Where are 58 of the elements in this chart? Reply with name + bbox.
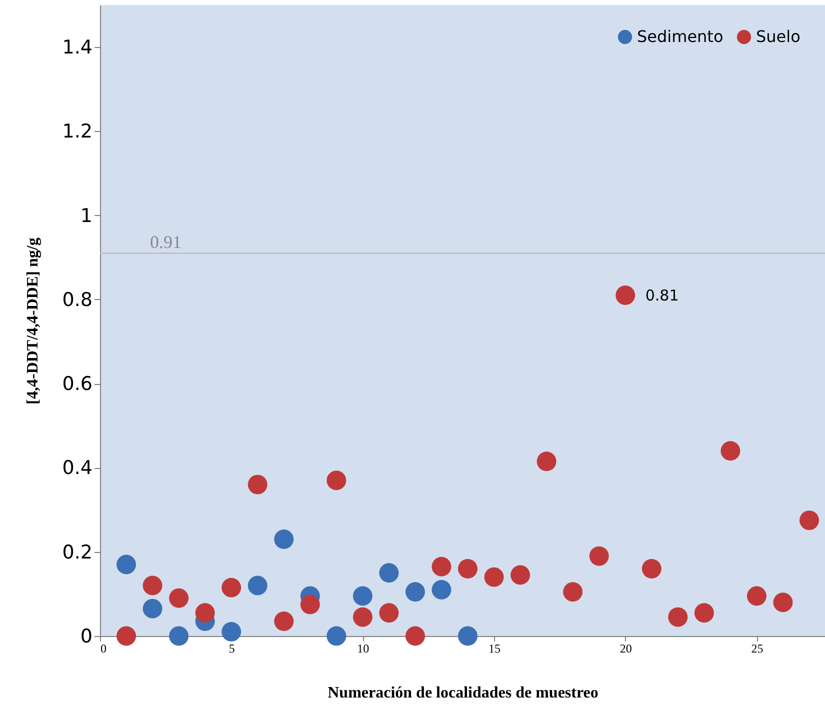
point (746, 586, 766, 606)
point (668, 607, 688, 627)
point (484, 567, 504, 587)
x-tick-label: 0 (100, 642, 106, 656)
x-tick-label: 25 (751, 642, 764, 656)
point (142, 576, 162, 596)
point (405, 626, 425, 646)
point (379, 603, 399, 623)
y-axis-title: [4,4-DDT/4,4-DDE] ng/g (24, 238, 42, 404)
point (352, 586, 372, 606)
point (694, 603, 714, 623)
point (274, 530, 294, 549)
point (274, 612, 294, 632)
point (169, 626, 189, 646)
point (405, 582, 425, 602)
point (326, 470, 346, 490)
x-axis-title: Numeración de localidades de muestreo (328, 684, 598, 702)
point (720, 441, 740, 461)
x-tick-label: 20 (620, 642, 632, 656)
annotation: 0.81 (645, 286, 679, 304)
y-tick-label: 1.2 (62, 120, 92, 143)
x-tick-label: 5 (228, 642, 235, 656)
point (222, 578, 242, 598)
point (326, 626, 346, 646)
point (536, 452, 556, 472)
point (169, 588, 189, 608)
point (458, 558, 478, 578)
legend-label: Suelo (756, 27, 800, 46)
point (642, 558, 662, 578)
x-tick-label: 10 (357, 642, 370, 656)
point (432, 580, 452, 600)
y-tick-label: 0.6 (62, 373, 92, 396)
point (589, 546, 609, 566)
point (616, 286, 636, 305)
y-tick-label: 0.8 (62, 288, 92, 311)
point (458, 626, 478, 646)
point (248, 576, 268, 596)
point (379, 563, 399, 583)
y-tick-label: 0.2 (62, 541, 92, 564)
point (563, 582, 583, 602)
ref-line-label: 0.91 (150, 232, 182, 252)
point (300, 594, 320, 614)
point (248, 474, 268, 494)
point (222, 622, 242, 642)
point (352, 607, 372, 627)
point (799, 510, 819, 530)
y-tick-label: 1 (80, 204, 92, 227)
point (510, 565, 530, 585)
x-tick-label: 15 (488, 642, 501, 656)
point (142, 598, 162, 618)
legend-label: Sedimento (637, 27, 724, 46)
point (195, 603, 215, 623)
y-tick-label: 1.4 (62, 36, 92, 59)
point (116, 554, 136, 574)
y-tick-label: 0.4 (62, 457, 92, 480)
point (773, 592, 793, 612)
point (116, 626, 136, 646)
point (432, 556, 452, 576)
